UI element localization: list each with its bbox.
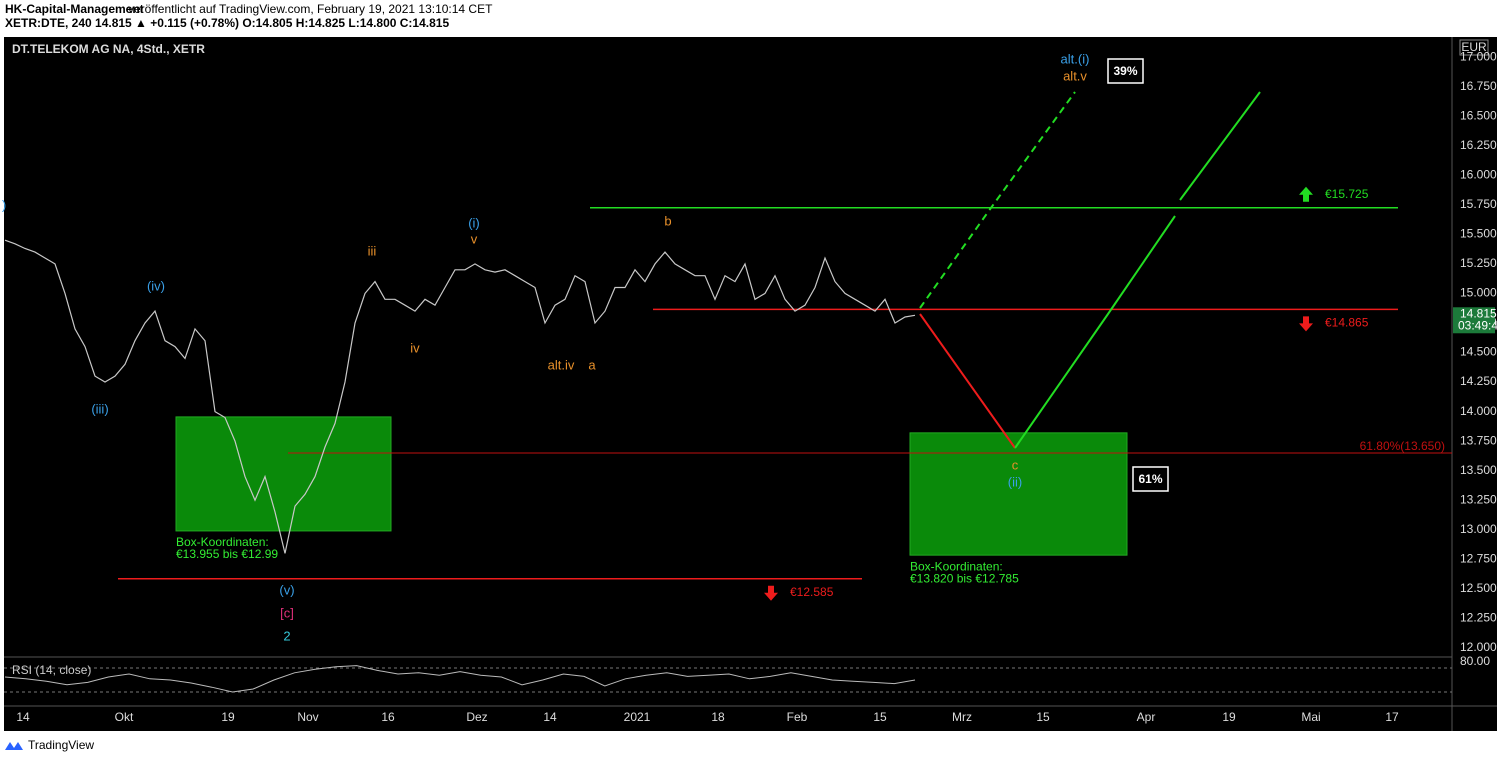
y-tick-label: 15.250 (1460, 256, 1497, 270)
wave-label: (iv) (147, 278, 165, 293)
x-tick-label: 15 (1036, 710, 1050, 724)
published: veröffentlicht auf TradingView.com, Febr… (128, 2, 493, 16)
level-arrow (1299, 186, 1313, 202)
projection (1014, 91, 1261, 449)
x-tick-label: 15 (873, 710, 887, 724)
logo (5, 742, 23, 750)
x-tick-label: 17 (1385, 710, 1399, 724)
wave-label: ) (2, 197, 6, 212)
box-range: €13.820 bis €12.785 (910, 571, 1019, 585)
x-tick-label: Apr (1137, 710, 1156, 724)
y-tick-label: 12.000 (1460, 640, 1497, 654)
wave-label: (iii) (91, 401, 108, 416)
rsi-label: RSI (14, close) (12, 663, 91, 677)
x-tick-label: Mai (1301, 710, 1320, 724)
level-arrow (1299, 316, 1313, 332)
x-tick-label: 14 (543, 710, 557, 724)
wave-label: alt.(i) (1061, 51, 1090, 66)
wave-label: b (664, 213, 671, 228)
x-tick-label: 19 (1222, 710, 1236, 724)
y-tick-label: 12.250 (1460, 611, 1497, 625)
x-tick-label: Feb (787, 710, 808, 724)
wave-label: v (471, 231, 478, 246)
wave-label: (v) (279, 582, 294, 597)
x-tick-label: 2021 (624, 710, 651, 724)
x-tick-label: 16 (381, 710, 395, 724)
level-label: €14.865 (1325, 316, 1369, 330)
wave-label: (i) (468, 215, 480, 230)
currency: EUR (1461, 40, 1487, 54)
y-tick-label: 14.500 (1460, 345, 1497, 359)
box-title: Box-Koordinaten: (176, 535, 269, 549)
wave-label: [c] (280, 605, 294, 620)
projection (919, 313, 1016, 449)
chart-title: DT.TELEKOM AG NA, 4Std., XETR (12, 42, 205, 56)
x-tick-label: Okt (115, 710, 134, 724)
probability: 61% (1138, 472, 1162, 486)
y-tick-label: 16.750 (1460, 79, 1497, 93)
wave-label: iii (368, 243, 377, 258)
fib-label: 61.80%(13.650) (1360, 439, 1445, 453)
projection (919, 91, 1076, 309)
y-tick-label: 13.500 (1460, 463, 1497, 477)
currency-box (1459, 39, 1489, 56)
y-tick-label: 17.000 (1460, 49, 1497, 63)
y-tick-label: 14.000 (1460, 404, 1497, 418)
wave-label: c (1012, 457, 1019, 472)
countdown: 03:49:48 (1458, 318, 1500, 332)
prob-box (1132, 466, 1169, 492)
plot: 12.000 12.250 12.500 12.750 13.000 13.250 13.5… (2, 49, 1500, 724)
target-box (909, 432, 1128, 556)
quote: XETR:DTE, 240 14.815 ▲ +0.115 (+0.78%) O… (5, 16, 449, 30)
price-tag (1453, 307, 1495, 334)
y-tick-label: 13.000 (1460, 522, 1497, 536)
y-tick-label: 16.250 (1460, 138, 1497, 152)
y-tick-label: 12.500 (1460, 581, 1497, 595)
chart-bg (4, 37, 1497, 731)
y-tick-label: 16.000 (1460, 167, 1497, 181)
rsi-line (4, 665, 916, 693)
box-range: €13.955 bis €12.99 (176, 547, 278, 561)
target-box (175, 416, 392, 532)
probability: 39% (1113, 64, 1137, 78)
footer: TradingView (28, 738, 94, 752)
last-price: 14.815 (1460, 306, 1497, 320)
y-tick-label: 13.750 (1460, 433, 1497, 447)
y-tick-label: 12.750 (1460, 551, 1497, 565)
level-label: €12.585 (790, 585, 834, 599)
wave-label: a (588, 357, 596, 372)
y-tick-label: 14.250 (1460, 374, 1497, 388)
x-tick-label: Dez (466, 710, 487, 724)
y-tick-label: 15.500 (1460, 227, 1497, 241)
wave-label: 2 (283, 628, 290, 643)
wave-label: alt.v (1063, 68, 1087, 83)
prob-box (1107, 58, 1144, 84)
y-tick-label: 13.250 (1460, 492, 1497, 506)
y-tick-label: 16.500 (1460, 108, 1497, 122)
level-label: €15.725 (1325, 187, 1369, 201)
level-arrow (764, 585, 778, 601)
publisher: HK-Capital-Management (5, 2, 144, 16)
x-tick-label: Mrz (952, 710, 972, 724)
y-tick-label: 15.000 (1460, 286, 1497, 300)
rsi-tick: 80.00 (1460, 654, 1490, 668)
x-tick-label: 18 (711, 710, 725, 724)
y-tick-label: 15.750 (1460, 197, 1497, 211)
x-tick-label: Nov (297, 710, 318, 724)
wave-label: (ii) (1008, 474, 1022, 489)
x-tick-label: 14 (16, 710, 30, 724)
wave-label: alt.iv (548, 357, 575, 372)
box-title: Box-Koordinaten: (910, 559, 1003, 573)
x-tick-label: 19 (221, 710, 235, 724)
price-line (4, 239, 916, 554)
wave-label: iv (410, 340, 420, 355)
